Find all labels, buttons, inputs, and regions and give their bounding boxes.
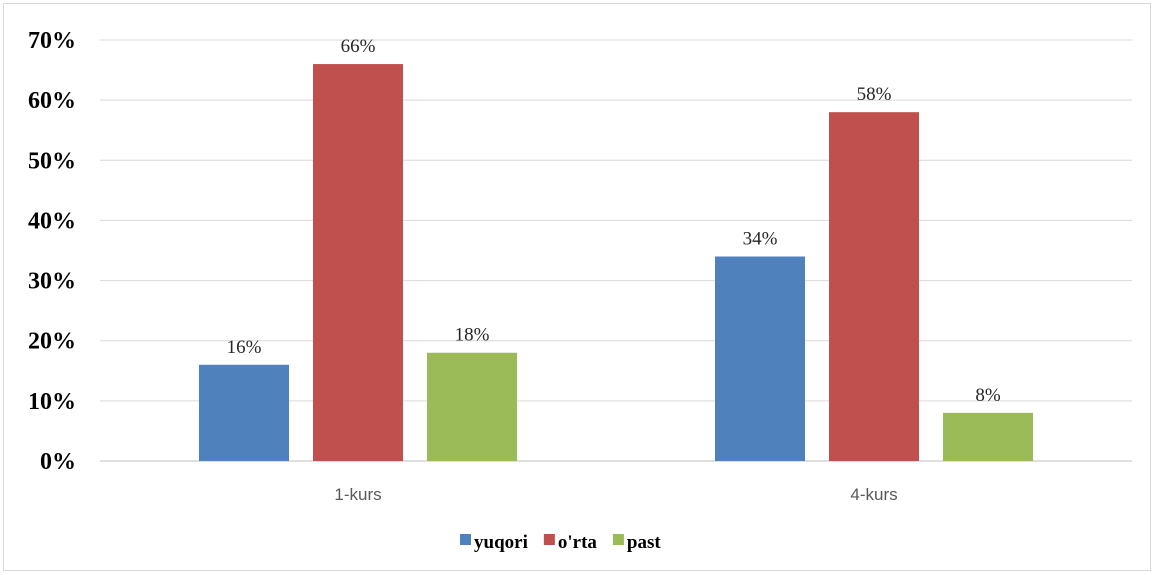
data-label: 8%: [975, 385, 1001, 406]
y-tick-label: 0%: [40, 449, 76, 475]
bar-yuqori-4-kurs: [715, 256, 805, 461]
bar-yuqori-1-kurs: [199, 364, 289, 461]
data-label: 34%: [743, 229, 778, 250]
data-label: 58%: [857, 84, 892, 105]
data-label: 18%: [455, 325, 490, 346]
x-category-label: 1-kurs: [334, 485, 381, 504]
y-tick-label: 60%: [28, 88, 76, 114]
chart-frame: [3, 3, 1151, 571]
legend-swatch: [460, 534, 471, 545]
y-tick-label: 10%: [28, 389, 76, 415]
legend-swatch: [612, 534, 624, 545]
y-tick-label: 40%: [28, 208, 76, 234]
x-axis-category-labels: 1-kurs 4-kurs: [334, 485, 897, 504]
legend-label: yuqori: [474, 532, 528, 553]
bar-past-1-kurs: [427, 352, 517, 461]
bar-past-4-kurs: [943, 412, 1033, 461]
data-label: 66%: [341, 36, 376, 57]
bar-orta-4-kurs: [829, 112, 919, 462]
legend-swatch: [543, 534, 555, 545]
y-tick-label: 50%: [28, 148, 76, 174]
data-label: 16%: [227, 337, 262, 358]
legend: yuqori o'rta past: [460, 532, 661, 553]
x-category-label: 4-kurs: [850, 485, 897, 504]
data-labels: 16% 66% 18% 34% 58% 8%: [227, 36, 1001, 406]
y-axis-tick-labels: 0% 10% 20% 30% 40% 50% 60% 70%: [28, 28, 76, 475]
legend-label: o'rta: [558, 532, 598, 553]
y-tick-label: 30%: [28, 269, 76, 295]
bar-orta-1-kurs: [313, 64, 403, 462]
legend-label: past: [627, 532, 661, 553]
y-tick-label: 70%: [28, 28, 76, 54]
y-tick-label: 20%: [28, 329, 76, 355]
bars: [199, 64, 1033, 462]
